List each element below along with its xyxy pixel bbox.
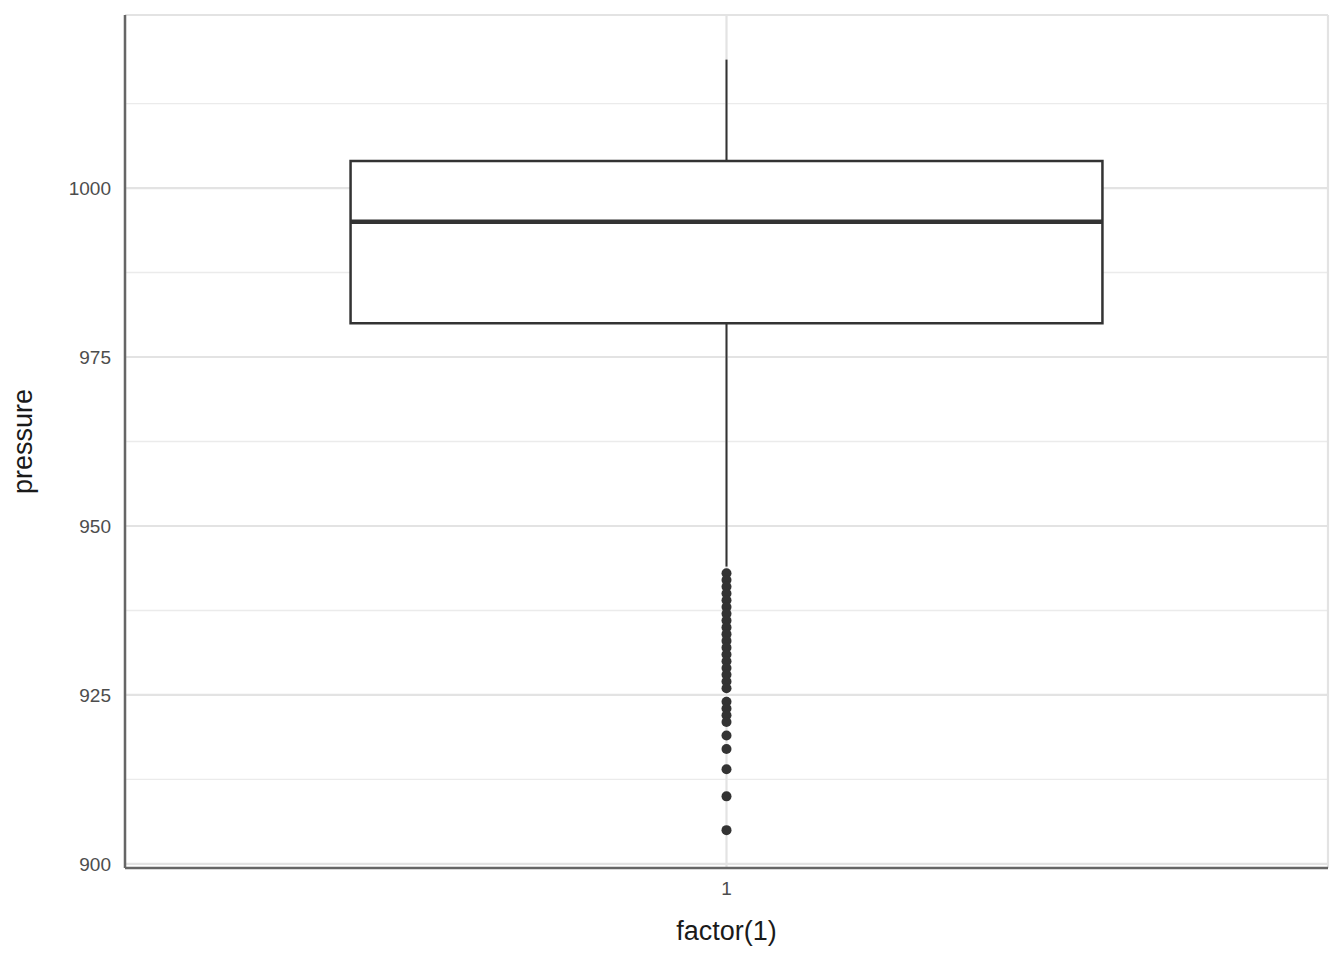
svg-text:pressure: pressure [8,389,38,494]
svg-text:950: 950 [79,516,111,537]
svg-text:1000: 1000 [69,178,111,199]
svg-text:1: 1 [721,878,732,899]
svg-text:975: 975 [79,347,111,368]
svg-text:factor(1): factor(1) [676,916,777,946]
svg-text:900: 900 [79,854,111,875]
svg-text:925: 925 [79,685,111,706]
